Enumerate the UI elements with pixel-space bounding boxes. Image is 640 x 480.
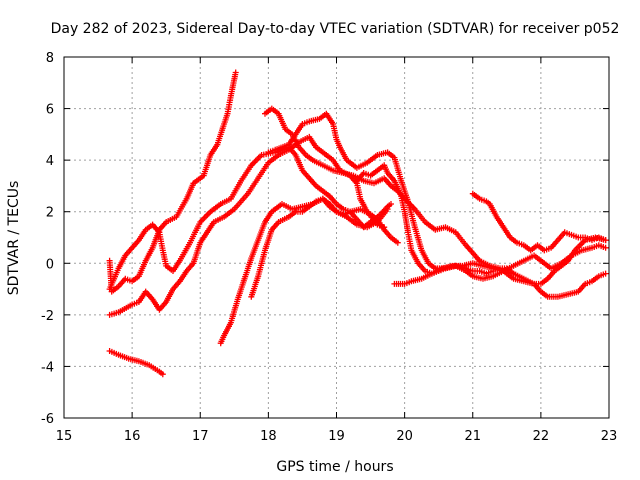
grid — [64, 57, 609, 418]
data-point — [602, 237, 609, 244]
x-tick-label: 17 — [192, 429, 209, 444]
x-tick-label: 19 — [328, 429, 345, 444]
series-arc-8 — [265, 110, 609, 282]
y-tick-label: 2 — [46, 206, 54, 221]
series-arc-5 — [217, 195, 394, 347]
series-arc-2 — [106, 69, 239, 295]
series-arc-11 — [469, 190, 609, 254]
x-tick-label: 15 — [56, 429, 73, 444]
data-point — [602, 244, 609, 251]
data-points — [106, 69, 609, 378]
x-tick-label: 22 — [533, 429, 550, 444]
x-tick-label: 16 — [124, 429, 141, 444]
data-point — [159, 371, 166, 378]
x-axis-label: GPS time / hours — [276, 459, 393, 475]
data-point — [602, 270, 609, 277]
x-tick-label: 23 — [601, 429, 618, 444]
chart-title: Day 282 of 2023, Sidereal Day-to-day VTE… — [51, 21, 620, 37]
y-tick-label: 4 — [46, 154, 54, 169]
series-arc-1 — [106, 348, 166, 378]
axis-ticks: 15 16 17 18 19 20 21 22 23 -6 -4 -2 0 2 4 6 8 — [41, 51, 617, 444]
y-tick-label: -6 — [41, 412, 54, 427]
data-point — [388, 201, 394, 207]
y-tick-label: -4 — [41, 360, 54, 375]
y-tick-label: 8 — [46, 51, 54, 66]
y-axis-label: SDTVAR / TECUs — [6, 181, 22, 296]
data-point — [232, 69, 239, 76]
data-point — [394, 239, 401, 246]
series-arc-4 — [106, 133, 388, 318]
x-tick-label: 21 — [464, 429, 481, 444]
data-point — [384, 206, 391, 213]
data-point — [381, 224, 388, 231]
x-tick-label: 20 — [396, 429, 413, 444]
series-arc-6 — [248, 195, 391, 300]
x-tick-label: 18 — [260, 429, 277, 444]
y-tick-label: 0 — [46, 257, 54, 272]
y-tick-label: -2 — [41, 309, 54, 324]
series-arc-10 — [391, 234, 609, 287]
y-tick-label: 6 — [46, 103, 54, 118]
